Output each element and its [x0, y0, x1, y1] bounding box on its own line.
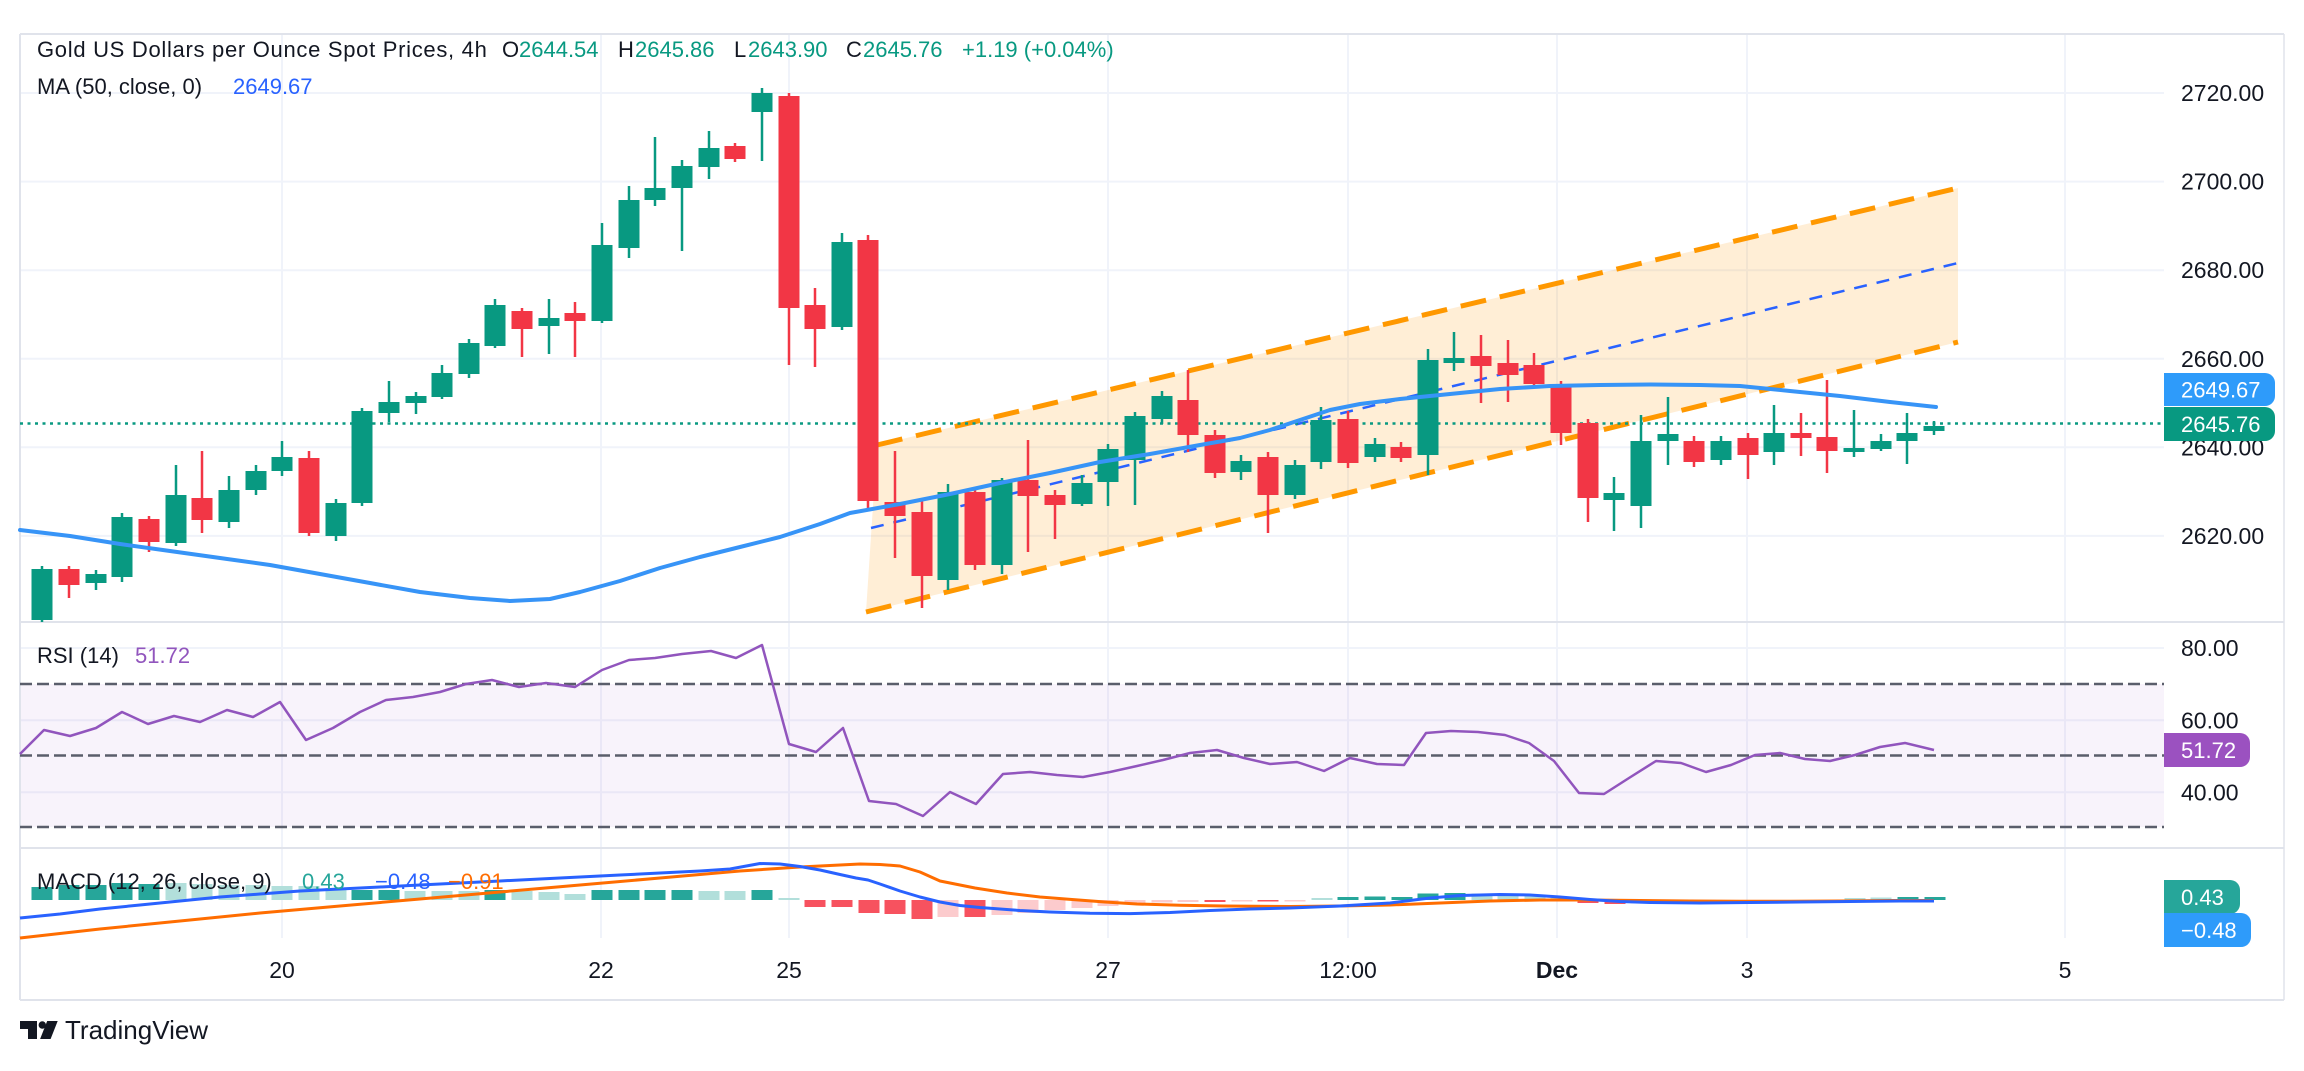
- svg-text:C: C: [846, 37, 862, 62]
- svg-text:51.72: 51.72: [135, 643, 190, 668]
- svg-text:MACD (12, 26, close, 9): MACD (12, 26, close, 9): [37, 869, 272, 894]
- svg-text:+1.19 (+0.04%): +1.19 (+0.04%): [962, 37, 1114, 62]
- svg-text:2720.00: 2720.00: [2181, 80, 2264, 106]
- svg-text:22: 22: [588, 957, 614, 983]
- svg-text:−0.48: −0.48: [375, 869, 431, 894]
- svg-text:H: H: [618, 37, 634, 62]
- svg-text:60.00: 60.00: [2181, 707, 2239, 733]
- svg-text:2645.76: 2645.76: [2181, 412, 2261, 437]
- svg-text:0.43: 0.43: [302, 869, 345, 894]
- svg-text:2700.00: 2700.00: [2181, 169, 2264, 195]
- svg-text:2649.67: 2649.67: [2181, 378, 2261, 403]
- svg-text:2680.00: 2680.00: [2181, 257, 2264, 283]
- svg-text:TradingView: TradingView: [65, 1015, 208, 1045]
- svg-text:2643.90: 2643.90: [748, 37, 828, 62]
- svg-text:3: 3: [1741, 957, 1754, 983]
- svg-text:−0.48: −0.48: [2181, 918, 2237, 943]
- svg-text:O: O: [502, 37, 519, 62]
- svg-text:Gold US Dollars per Ounce Spot: Gold US Dollars per Ounce Spot Prices, 4…: [37, 37, 488, 62]
- svg-text:MA (50, close, 0): MA (50, close, 0): [37, 74, 202, 99]
- svg-text:2645.76: 2645.76: [863, 37, 943, 62]
- svg-text:80.00: 80.00: [2181, 635, 2239, 661]
- svg-text:40.00: 40.00: [2181, 779, 2239, 805]
- svg-text:RSI (14): RSI (14): [37, 643, 119, 668]
- svg-text:2620.00: 2620.00: [2181, 523, 2264, 549]
- svg-text:2660.00: 2660.00: [2181, 346, 2264, 372]
- svg-text:27: 27: [1095, 957, 1121, 983]
- svg-text:0.43: 0.43: [2181, 885, 2224, 910]
- svg-text:2645.86: 2645.86: [635, 37, 715, 62]
- svg-text:25: 25: [776, 957, 802, 983]
- svg-text:5: 5: [2059, 957, 2072, 983]
- svg-text:−0.91: −0.91: [448, 869, 504, 894]
- svg-text:L: L: [734, 37, 746, 62]
- svg-text:12:00: 12:00: [1319, 957, 1377, 983]
- svg-text:2649.67: 2649.67: [233, 74, 313, 99]
- svg-text:51.72: 51.72: [2181, 738, 2236, 763]
- svg-text:Dec: Dec: [1536, 957, 1578, 983]
- svg-text:20: 20: [269, 957, 295, 983]
- svg-text:2644.54: 2644.54: [519, 37, 599, 62]
